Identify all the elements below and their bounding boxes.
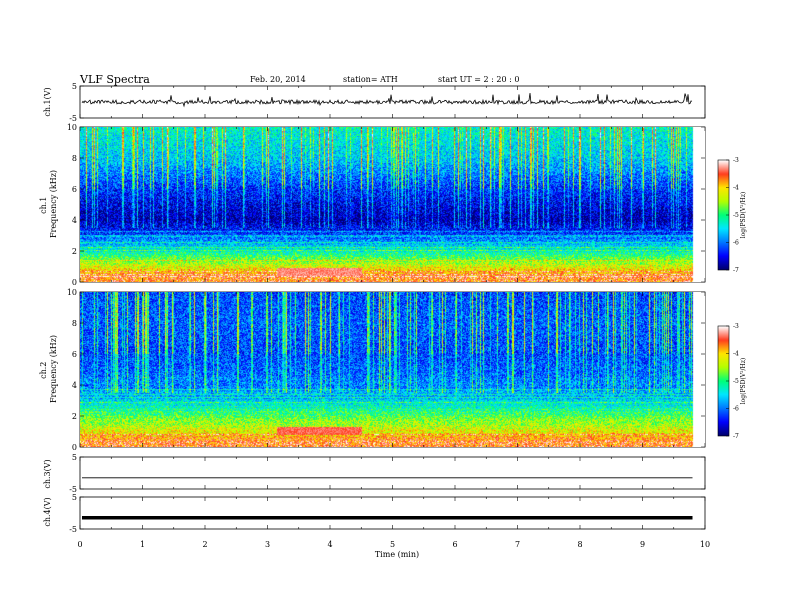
- colorbar-2-label: log(PSD(V²/Hz): [740, 358, 747, 405]
- y-tick-label: 2: [72, 412, 77, 421]
- ch1-waveform-trace: [81, 92, 693, 108]
- colorbar-2-image: [718, 326, 729, 436]
- y-tick-label: 10: [67, 123, 77, 132]
- x-tick-label: 7: [515, 540, 520, 549]
- x-tick-label: 6: [452, 540, 457, 549]
- y-tick-label: 6: [72, 185, 77, 194]
- x-tick-label: 3: [265, 540, 270, 549]
- colorbar-tick-label: -5: [733, 212, 739, 219]
- x-tick-label: 10: [700, 540, 710, 549]
- y-tick-label: 5: [72, 493, 77, 502]
- y-tick-label: 8: [72, 154, 77, 163]
- x-tick-label: 5: [390, 540, 395, 549]
- x-tick-label: 2: [202, 540, 207, 549]
- colorbar-1-image: [718, 160, 729, 270]
- colorbar-tick-label: -6: [733, 240, 739, 247]
- station-label: station= ATH: [343, 75, 398, 84]
- colorbar-tick-label: -7: [733, 267, 739, 274]
- ch1-ylabel-line2: Frequency (kHz): [49, 170, 58, 238]
- colorbar-tick-label: -7: [733, 433, 739, 440]
- ch2-spectrogram-image: [80, 292, 705, 447]
- y-tick-label: -5: [69, 485, 77, 494]
- y-tick-label: 0: [72, 443, 77, 452]
- x-tick-label: 0: [77, 540, 82, 549]
- ch2-ylabel-line1: ch.2: [39, 362, 48, 379]
- ch1-waveform-ylabel: ch.1(V): [43, 87, 52, 116]
- y-tick-label: 0: [72, 278, 77, 287]
- figure-title: VLF Spectra: [79, 73, 150, 86]
- y-tick-label: -5: [69, 114, 77, 123]
- y-tick-label: 6: [72, 350, 77, 359]
- colorbar-1-label: log(PSD(V²/Hz): [740, 192, 747, 239]
- ch4-waveform-ylabel: ch.4(V): [43, 497, 52, 526]
- x-tick-label: 8: [577, 540, 582, 549]
- y-tick-label: 5: [72, 453, 77, 462]
- y-tick-label: -5: [69, 525, 77, 534]
- colorbar-tick-label: -6: [733, 406, 739, 413]
- colorbar-tick-label: -5: [733, 378, 739, 385]
- colorbar-tick-label: -4: [733, 351, 739, 358]
- y-tick-label: 2: [72, 247, 77, 256]
- ch1-spectrogram-ylabel: ch.1 Frequency (kHz): [39, 170, 58, 238]
- date-label: Feb. 20, 2014: [250, 75, 306, 84]
- ch2-ylabel-line2: Frequency (kHz): [49, 335, 58, 403]
- x-tick-label: 1: [140, 540, 145, 549]
- x-tick-label: 4: [327, 540, 332, 549]
- colorbar-tick-label: -4: [733, 185, 739, 192]
- ch1-ylabel-line1: ch.1: [39, 197, 48, 214]
- y-tick-label: 8: [72, 319, 77, 328]
- ch1-spectrogram-image: [80, 127, 705, 282]
- y-tick-label: 4: [72, 216, 77, 225]
- y-tick-label: 5: [72, 82, 77, 91]
- panel-frame-4: [79, 496, 706, 530]
- x-tick-label: 9: [640, 540, 645, 549]
- ch3-waveform-ylabel: ch.3(V): [43, 459, 52, 488]
- x-axis-label: Time (min): [375, 550, 419, 559]
- y-tick-label: 4: [72, 381, 77, 390]
- y-tick-label: 10: [67, 288, 77, 297]
- colorbars: -3 -4 -5 -6 -7 log(PSD(V²/Hz) -3 -4 -5 -6 -7 log(PS…: [717, 157, 747, 440]
- colorbar-tick-label: -3: [733, 323, 739, 330]
- ch2-spectrogram-ylabel: ch.2 Frequency (kHz): [39, 335, 58, 403]
- colorbar-tick-label: -3: [733, 157, 739, 164]
- start-ut-label: start UT = 2 : 20 : 0: [438, 75, 519, 84]
- panel-frame-3: [79, 456, 706, 490]
